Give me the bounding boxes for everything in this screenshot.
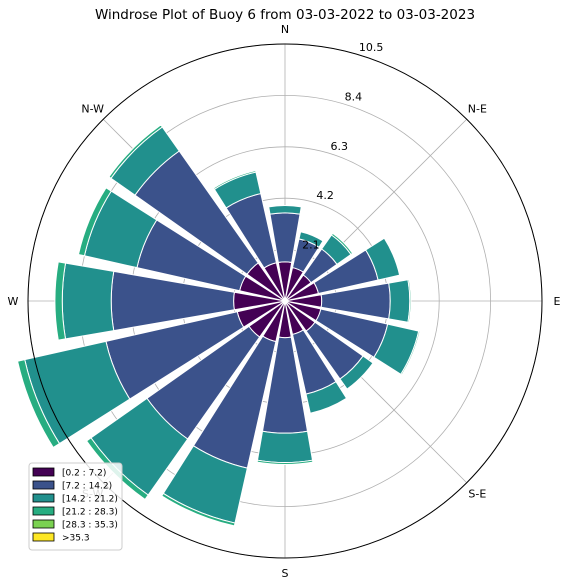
legend-swatch [32, 467, 55, 477]
direction-label: N [281, 23, 289, 36]
wind-bar-segment [407, 278, 412, 324]
direction-label: S [282, 567, 289, 580]
legend-label: [14.2 : 21.2) [62, 495, 118, 505]
legend-label: [28.3 : 35.3) [62, 521, 118, 531]
polar-frame [27, 43, 543, 559]
legend-swatch [32, 519, 55, 529]
legend-label: [0.2 : 7.2) [62, 469, 106, 479]
legend-label: [7.2 : 14.2) [62, 482, 112, 492]
wind-bar-segment [400, 330, 421, 376]
radial-tick-label: 2.1 [302, 239, 320, 252]
direction-label: W [8, 295, 19, 308]
wind-bar-segment [256, 459, 314, 466]
wind-bar-segment [305, 380, 348, 414]
legend-label: >35.3 [62, 534, 90, 544]
legend-swatch [32, 493, 55, 503]
legend-swatch [32, 480, 55, 490]
wind-bar-segment [212, 170, 257, 190]
wind-bar-segment [16, 359, 61, 449]
direction-label: N-W [81, 103, 104, 116]
direction-label: E [554, 295, 561, 308]
chart-title: Windrose Plot of Buoy 6 from 03-03-2022 … [95, 7, 475, 23]
radial-tick-label: 10.5 [359, 41, 384, 54]
radial-tick-label: 4.2 [316, 189, 334, 202]
wind-bar-segment [161, 492, 236, 527]
radial-tick-label: 6.3 [331, 140, 349, 153]
legend-label: [21.2 : 28.3) [62, 508, 118, 518]
wind-bar-segment [339, 355, 374, 390]
legend-swatch [32, 506, 55, 516]
legend-swatch [32, 532, 55, 542]
wind-bar-segment [108, 124, 163, 179]
wind-bar-segment [364, 237, 401, 281]
wind-bar-segment [388, 279, 411, 323]
wind-bar-segment [61, 262, 115, 340]
wind-bar-segment [77, 187, 112, 257]
wind-bar-segment [256, 430, 314, 464]
wind-bar-segment [85, 437, 149, 501]
wind-bar-segment [268, 205, 302, 215]
wind-bar-segment [330, 232, 354, 256]
direction-label: S-E [468, 487, 486, 500]
legend: [0.2 : 7.2) [7.2 : 14.2) [14.2 : 21.2) [21.… [28, 462, 123, 551]
wind-bar-segment [298, 231, 324, 248]
wind-bar-segment [54, 261, 67, 341]
radial-tick-label: 8.4 [345, 90, 363, 103]
direction-label: N-E [468, 103, 487, 116]
wind-bars [16, 43, 543, 559]
